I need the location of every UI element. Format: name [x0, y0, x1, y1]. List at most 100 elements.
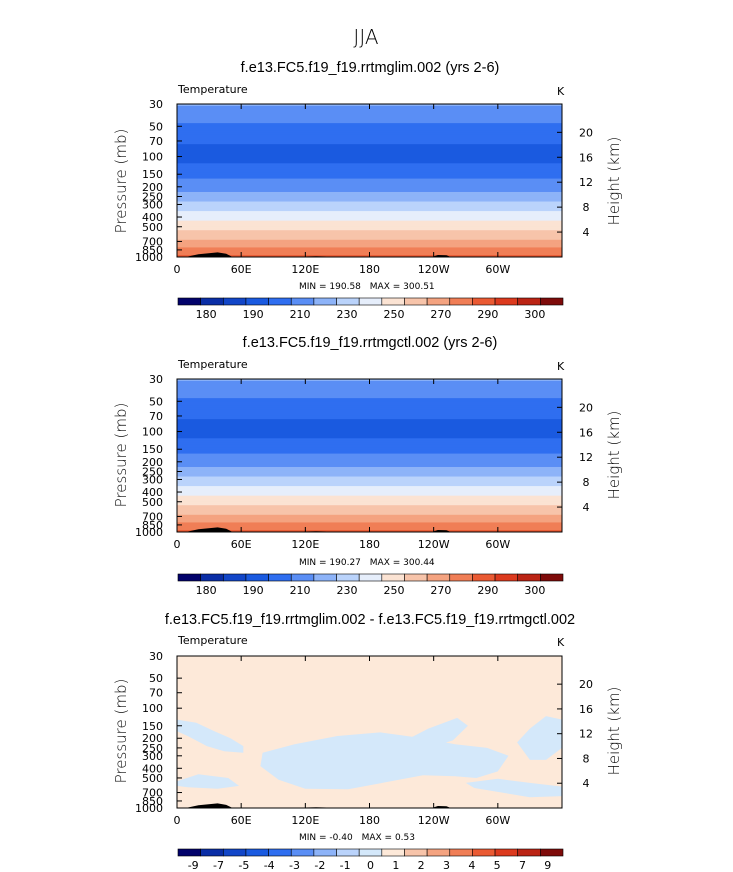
units-label: K: [557, 636, 565, 649]
contour-band: [177, 440, 562, 443]
contour-band: [177, 165, 562, 168]
y-tick-label: 70: [149, 135, 163, 148]
colorbar-swatch: [222, 573, 247, 582]
y-tick-label: 100: [142, 702, 163, 715]
height-axis: 4 8 12 16 20: [557, 126, 593, 239]
y-tick-label: 300: [142, 750, 163, 763]
contour-band: [177, 186, 562, 189]
contour-band: [177, 222, 562, 226]
contour-band: [177, 237, 562, 241]
contour-band: [177, 220, 562, 224]
y-tick-label: 1000: [135, 802, 163, 815]
colorbar-tick-label: 3: [443, 859, 450, 872]
y-tick-label: 250: [142, 191, 163, 204]
contour-band: [177, 159, 562, 162]
panel-middle: f.e13.FC5.f19_f19.rrtmgctl.002 (yrs 2-6)…: [112, 335, 623, 597]
contour-band: [177, 453, 562, 457]
contour-band: [177, 190, 562, 193]
colorbar-tick-label: 270: [430, 584, 451, 597]
contour-band: [177, 482, 562, 485]
colorbar-tick-label: 5: [494, 859, 501, 872]
max-value: 0.53: [395, 833, 415, 843]
colorbar-tick-label: -7: [213, 859, 224, 872]
min-value: -0.40: [329, 833, 353, 843]
contour-band: [177, 134, 562, 138]
colorbar: -9 -7 -5 -4 -3 -2 -1 0 1 2 3 4 5 7 9: [177, 848, 564, 872]
colorbar-swatch: [177, 848, 201, 857]
diff-negative-region: [177, 774, 239, 789]
colorbar-swatch: [177, 297, 201, 306]
contour-band: [177, 512, 562, 516]
min-label: MIN =: [299, 282, 329, 292]
units-label: K: [557, 85, 565, 98]
colorbar-tick-label: 0: [367, 859, 374, 872]
colorbar-swatch: [245, 297, 269, 306]
contour-band: [177, 478, 562, 481]
contour-band: [177, 421, 562, 424]
contour-band: [177, 214, 562, 218]
contour-band: [177, 474, 562, 478]
y-tick-label: 700: [142, 510, 163, 523]
contour-band: [177, 430, 562, 434]
contour-band: [177, 211, 562, 214]
colorbar-tick-label: -5: [238, 859, 249, 872]
contour-band: [177, 161, 562, 164]
y-tick-label: 300: [142, 198, 163, 211]
contour-band: [177, 445, 562, 449]
panel-title: f.e13.FC5.f19_f19.rrtmgctl.002 (yrs 2-6): [243, 335, 498, 351]
y-tick-label: 400: [142, 762, 163, 775]
colorbar-tick-label: 210: [290, 584, 311, 597]
x-tick-label: 120E: [291, 538, 319, 551]
variable-label: Temperature: [177, 634, 248, 647]
height-tick-label: 20: [579, 678, 593, 691]
colorbar-swatch: [404, 848, 428, 857]
contour-band: [177, 489, 562, 493]
colorbar-tick-label: 1: [392, 859, 399, 872]
colorbar-tick-label: 210: [290, 308, 311, 321]
colorbar-tick-label: 180: [196, 308, 217, 321]
contour-band: [177, 509, 562, 512]
panel-bottom: f.e13.FC5.f19_f19.rrtmglim.002 - f.e13.F…: [112, 612, 623, 872]
x-tick-label: 60W: [485, 538, 510, 551]
contour-band: [177, 447, 562, 451]
contour-band: [177, 249, 562, 252]
colorbar-tick-label: 190: [243, 308, 264, 321]
contour-band: [177, 403, 562, 407]
contour-band: [177, 136, 562, 140]
x-tick-label: 120W: [418, 263, 450, 276]
contour-band: [177, 390, 562, 393]
y-tick-label: 200: [142, 181, 163, 194]
x-tick-label: 120W: [418, 538, 450, 551]
contour-band: [177, 172, 562, 176]
contour-band: [177, 457, 562, 460]
contour-band: [177, 203, 562, 206]
contour-band: [177, 163, 562, 166]
min-label: MIN =: [299, 833, 329, 843]
colorbar-swatch: [517, 297, 541, 306]
y-tick-label: 850: [142, 244, 163, 257]
colorbar-tick-label: 290: [477, 584, 498, 597]
colorbar-swatch: [290, 297, 315, 306]
colorbar-swatch: [358, 573, 383, 582]
y-axis-label: Pressure (mb): [112, 679, 130, 784]
contour-band: [177, 476, 562, 480]
height-tick-label: 8: [583, 752, 590, 765]
colorbar-swatch: [336, 848, 360, 857]
colorbar-swatch: [449, 848, 473, 857]
contour-band: [177, 149, 562, 153]
max-label: MAX =: [362, 833, 395, 843]
contour-band: [177, 470, 562, 474]
contour-band: [177, 197, 562, 201]
contour-band: [177, 432, 562, 436]
contour-band: [177, 384, 562, 388]
y-tick-label: 30: [149, 373, 163, 386]
y-tick-label: 250: [142, 466, 163, 479]
colorbar-tick-label: 250: [383, 584, 404, 597]
contour-band: [177, 426, 562, 430]
max-label: MAX =: [370, 558, 403, 568]
terrain-mask: [185, 252, 233, 257]
contour-band: [177, 140, 562, 143]
colorbar-swatch: [449, 573, 473, 582]
colorbar-swatch: [200, 848, 224, 857]
contour-band: [177, 392, 562, 395]
